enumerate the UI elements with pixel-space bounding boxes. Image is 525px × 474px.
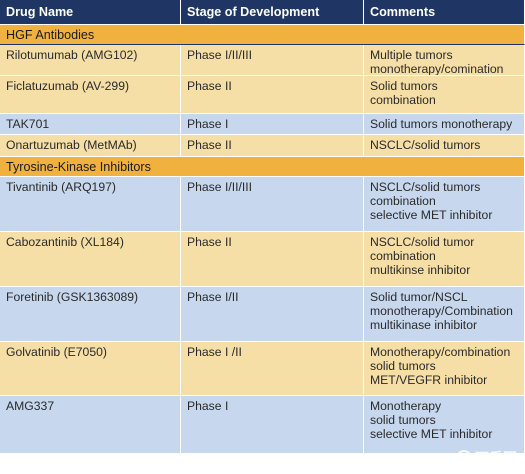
comment-line: Solid tumors monotherapy: [370, 117, 513, 131]
stage: Phase I: [181, 114, 364, 135]
watermark-logo-icon: [456, 450, 472, 466]
comment-line: Monotherapy/combination: [370, 345, 511, 359]
comment-line: selective MET inhibitor: [370, 427, 493, 441]
drug-name: Cabozantinib (XL184): [0, 232, 181, 287]
stage: Phase II: [181, 135, 364, 157]
comment-line: Solid tumor/NSCL: [370, 290, 468, 304]
comment-line: Monotherapy: [370, 399, 442, 413]
section-title: Tyrosine-Kinase Inhibitors: [0, 157, 525, 177]
comment-line: multikinase inhibitor: [370, 318, 478, 332]
comment-line: NSCLC/solid tumor: [370, 235, 475, 249]
comment-line: Solid tumors: [370, 79, 438, 93]
comments: Solid tumor/NSCL monotherapy/Combination…: [364, 287, 525, 342]
comment-line: MET/VEGFR inhibitor: [370, 373, 488, 387]
comments: Multiple tumors monotherapy/comination: [364, 45, 525, 76]
drug-name: Golvatinib (E7050): [0, 342, 181, 396]
comment-line: monotherapy/Combination: [370, 304, 513, 318]
drug-name: AMG337: [0, 396, 181, 454]
stage: Phase I: [181, 396, 364, 454]
watermark-text: 丁香园: [475, 450, 517, 466]
comment-line: combination: [370, 194, 436, 208]
comments: NSCLC/solid tumor combination multikinse…: [364, 232, 525, 287]
stage: Phase I/II/III: [181, 45, 364, 76]
comments: NSCLC/solid tumors combination selective…: [364, 177, 525, 232]
drug-name: Onartuzumab (MetMAb): [0, 135, 181, 157]
header-comments: Comments: [364, 0, 525, 25]
comment-line: combination: [370, 93, 436, 107]
comment-line: selective MET inhibitor: [370, 208, 493, 222]
comments: Monotherapy solid tumors selective MET i…: [364, 396, 525, 454]
comments: Monotherapy/combination solid tumors MET…: [364, 342, 525, 396]
stage: Phase II: [181, 76, 364, 114]
drug-name: Ficlatuzumab (AV-299): [0, 76, 181, 114]
comment-line: solid tumors: [370, 413, 436, 427]
drug-name: Foretinib (GSK1363089): [0, 287, 181, 342]
comments: Solid tumors combination: [364, 76, 525, 114]
comment-line: monotherapy/comination: [370, 62, 504, 76]
comment-line: multikinse inhibitor: [370, 263, 471, 277]
stage: Phase I/II/III: [181, 177, 364, 232]
stage: Phase I /II: [181, 342, 364, 396]
section-title: HGF Antibodies: [0, 25, 525, 45]
header-drug-name: Drug Name: [0, 0, 181, 25]
comments: NSCLC/solid tumors: [364, 135, 525, 157]
comments: Solid tumors monotherapy: [364, 114, 525, 135]
drug-name: Rilotumumab (AMG102): [0, 45, 181, 76]
drug-name: TAK701: [0, 114, 181, 135]
comment-line: solid tumors: [370, 359, 436, 373]
comment-line: combination: [370, 249, 436, 263]
comment-line: Multiple tumors: [370, 48, 453, 62]
stage: Phase I/II: [181, 287, 364, 342]
stage: Phase II: [181, 232, 364, 287]
comment-line: NSCLC/solid tumors: [370, 180, 481, 194]
comment-line: NSCLC/solid tumors: [370, 138, 481, 152]
watermark: 丁香园: [456, 448, 517, 468]
header-stage: Stage of Development: [181, 0, 364, 25]
drug-name: Tivantinib (ARQ197): [0, 177, 181, 232]
